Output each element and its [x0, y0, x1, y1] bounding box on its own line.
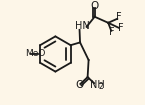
Text: F: F	[109, 27, 115, 37]
Text: MeO: MeO	[25, 49, 46, 58]
Text: HN: HN	[75, 21, 90, 31]
Text: O: O	[75, 80, 83, 90]
Text: F: F	[116, 12, 122, 22]
Text: NH: NH	[90, 80, 105, 90]
Text: F: F	[118, 23, 124, 33]
Text: 2: 2	[99, 82, 104, 91]
Text: O: O	[90, 1, 99, 11]
